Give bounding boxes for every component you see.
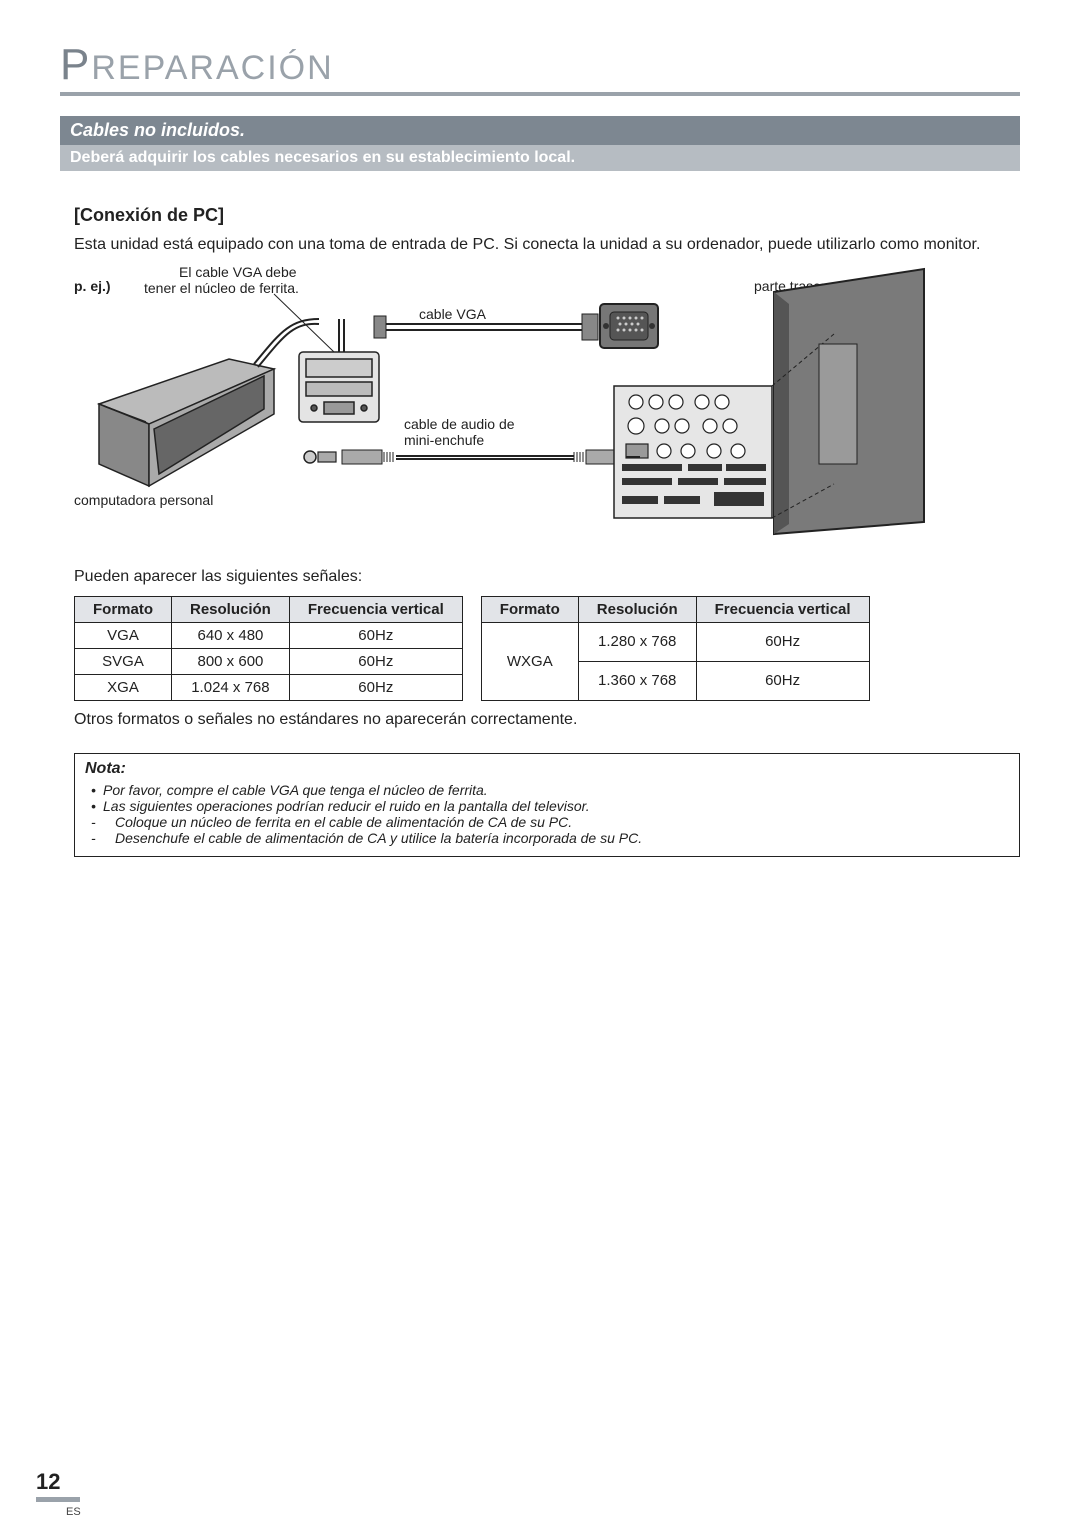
note-title: Nota:: [85, 760, 1009, 778]
audio-cable-icon: [342, 450, 638, 464]
page-number-bar: [36, 1497, 80, 1502]
signal-table-1: Formato Resolución Frecuencia vertical V…: [74, 596, 463, 701]
after-tables-text: Otros formatos o señales no estándares n…: [60, 711, 1020, 729]
section-title-prefix: P: [60, 40, 91, 89]
junction-box-icon: [299, 352, 379, 422]
table-row: SVGA 800 x 600 60Hz: [75, 648, 463, 674]
t1-h0: Formato: [75, 596, 172, 622]
tv-rear-icon: [614, 269, 924, 534]
section-title: PREPARACIÓN: [60, 40, 1020, 96]
t2-h0: Formato: [481, 596, 578, 622]
bar-cables-not-included: Cables no incluidos.: [60, 116, 1020, 145]
language-code: ES: [66, 1506, 81, 1518]
table-row: XGA 1.024 x 768 60Hz: [75, 674, 463, 700]
table-row: VGA 640 x 480 60Hz: [75, 622, 463, 648]
t2-h2: Frecuencia vertical: [696, 596, 869, 622]
intro-paragraph: Esta unidad está equipado con una toma d…: [60, 234, 1020, 256]
note-subitem: Desenchufe el cable de alimentación de C…: [91, 830, 1009, 846]
note-item: Por favor, compre el cable VGA que tenga…: [91, 782, 1009, 798]
connection-diagram: p. ej.) El cable VGA debe tener el núcle…: [74, 264, 1014, 544]
section-title-rest: REPARACIÓN: [91, 49, 333, 87]
t1-h1: Resolución: [172, 596, 290, 622]
note-item: Las siguientes operaciones podrían reduc…: [91, 798, 1009, 814]
page-number-block: 12: [36, 1469, 80, 1502]
vga-cable-icon: [374, 304, 658, 348]
signal-table-2: Formato Resolución Frecuencia vertical W…: [481, 596, 870, 701]
signal-tables-row: Formato Resolución Frecuencia vertical V…: [60, 596, 1020, 701]
laptop-icon: [99, 359, 274, 486]
signals-intro: Pueden aparecer las siguientes señales:: [60, 568, 1020, 586]
t2-h1: Resolución: [578, 596, 696, 622]
page-number: 12: [36, 1469, 80, 1495]
bar-acquire-cables: Deberá adquirir los cables necesarios en…: [60, 145, 1020, 171]
table-row: WXGA 1.280 x 768 60Hz: [481, 622, 869, 661]
t1-h2: Frecuencia vertical: [289, 596, 462, 622]
diagram-svg: [74, 264, 1014, 544]
note-box: Nota: Por favor, compre el cable VGA que…: [74, 753, 1020, 857]
note-subitem: Coloque un núcleo de ferrita en el cable…: [91, 814, 1009, 830]
subheading-pc-connection: [Conexión de PC]: [60, 205, 1020, 226]
